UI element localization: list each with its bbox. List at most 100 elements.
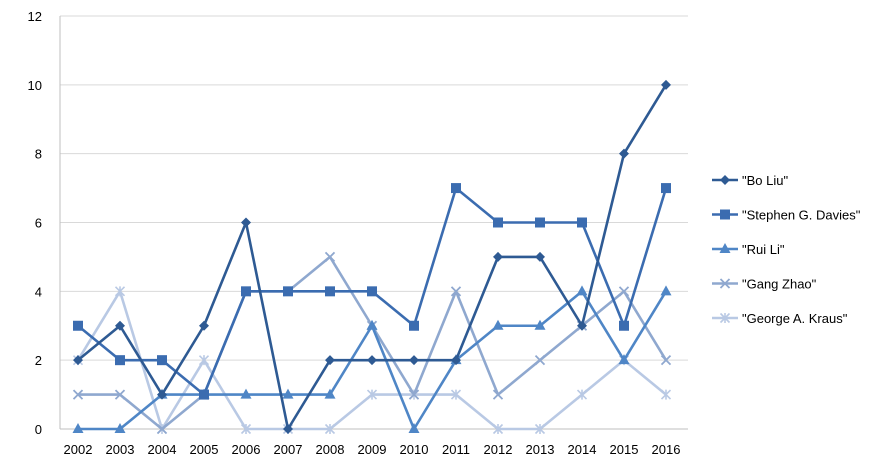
data-point xyxy=(535,217,545,228)
data-point xyxy=(534,355,546,366)
x-tick-label: 2002 xyxy=(64,442,93,457)
legend-item: "Rui Li" xyxy=(712,242,785,257)
data-point xyxy=(618,354,630,365)
y-tick-label: 6 xyxy=(35,216,42,231)
series-0 xyxy=(73,79,671,434)
data-point xyxy=(325,286,335,297)
legend-swatch-marker xyxy=(720,175,730,185)
data-point xyxy=(660,355,672,366)
data-point xyxy=(324,388,336,399)
series-line xyxy=(78,255,668,431)
data-point xyxy=(114,389,126,400)
x-tick-label: 2008 xyxy=(316,442,345,457)
data-point xyxy=(72,423,84,433)
data-point xyxy=(324,251,336,263)
data-point xyxy=(492,319,504,330)
legend-swatch-marker xyxy=(720,209,730,220)
data-point xyxy=(618,286,630,297)
data-point xyxy=(114,286,126,297)
series-line xyxy=(77,84,668,431)
gridlines xyxy=(60,15,688,361)
data-point xyxy=(240,388,252,399)
data-point xyxy=(157,355,167,366)
legend-label: "Stephen G. Davies" xyxy=(742,208,861,223)
data-point xyxy=(115,320,125,331)
x-tick-label: 2003 xyxy=(106,442,135,457)
data-point xyxy=(282,388,294,399)
data-point xyxy=(660,285,672,296)
data-point xyxy=(72,389,84,400)
data-point xyxy=(661,183,671,194)
axes: 0 2 4 6 8 10 12 2002 2003 2004 2005 2006 2007 2008 200… xyxy=(28,9,688,457)
y-tick-label: 12 xyxy=(28,9,42,24)
x-tick-label: 2011 xyxy=(442,442,470,457)
legend-item: "Bo Liu" xyxy=(712,173,788,188)
data-point xyxy=(408,423,420,433)
data-point xyxy=(577,217,587,228)
data-point xyxy=(241,286,251,297)
data-point xyxy=(493,251,503,262)
data-point xyxy=(660,389,672,400)
data-point xyxy=(199,320,209,331)
data-point xyxy=(576,389,588,400)
data-point xyxy=(492,423,504,435)
data-point xyxy=(283,424,293,434)
data-point xyxy=(114,423,126,433)
data-point xyxy=(408,389,420,400)
x-tick-label: 2004 xyxy=(148,442,177,457)
data-point xyxy=(450,389,462,400)
legend-label: "George A. Kraus" xyxy=(742,311,848,326)
x-tick-label: 2016 xyxy=(652,442,681,457)
x-tick-label: 2010 xyxy=(400,442,429,457)
data-point xyxy=(367,286,377,297)
x-tick-label: 2005 xyxy=(190,442,219,457)
data-point xyxy=(534,319,546,330)
data-point xyxy=(535,251,545,262)
data-point xyxy=(73,355,83,366)
data-point xyxy=(156,423,168,435)
data-point xyxy=(619,320,629,331)
data-point xyxy=(409,320,419,331)
legend-label: "Gang Zhao" xyxy=(742,277,817,292)
legend: "Bo Liu" "Stephen G. Davies" "Rui Li" "Gang… xyxy=(712,173,861,326)
data-point xyxy=(198,355,210,366)
x-tick-label: 2007 xyxy=(274,442,303,457)
data-point xyxy=(450,286,462,297)
series-3 xyxy=(72,251,672,435)
data-point xyxy=(493,217,503,228)
x-tick-label: 2015 xyxy=(610,442,639,457)
data-point xyxy=(534,423,546,435)
data-point xyxy=(492,389,504,400)
legend-item: "George A. Kraus" xyxy=(712,311,848,326)
data-point xyxy=(199,389,209,400)
x-tick-label: 2014 xyxy=(568,442,597,457)
x-tick-label: 2013 xyxy=(526,442,555,457)
legend-label: "Bo Liu" xyxy=(742,173,788,188)
series-layer xyxy=(72,79,672,435)
legend-item: "Stephen G. Davies" xyxy=(712,208,861,223)
data-point xyxy=(366,389,378,400)
data-point xyxy=(409,355,419,366)
data-point xyxy=(241,217,251,228)
y-tick-label: 4 xyxy=(35,284,42,299)
data-point xyxy=(451,355,461,366)
data-point xyxy=(367,355,377,366)
data-point xyxy=(577,320,587,331)
legend-swatch-marker xyxy=(719,312,731,324)
y-tick-label: 8 xyxy=(35,147,42,162)
y-tick-label: 10 xyxy=(28,78,42,93)
data-point xyxy=(157,389,167,400)
x-tick-label: 2006 xyxy=(232,442,261,457)
data-point xyxy=(619,148,629,159)
y-tick-label: 2 xyxy=(35,353,42,368)
data-point xyxy=(324,423,336,435)
y-tick-label: 0 xyxy=(35,422,42,437)
data-point xyxy=(283,286,293,297)
x-tick-label: 2012 xyxy=(484,442,513,457)
legend-item: "Gang Zhao" xyxy=(712,277,817,292)
x-tick-label: 2009 xyxy=(358,442,387,457)
data-point xyxy=(576,285,588,296)
data-point xyxy=(366,319,378,330)
legend-swatch-marker xyxy=(719,278,731,289)
